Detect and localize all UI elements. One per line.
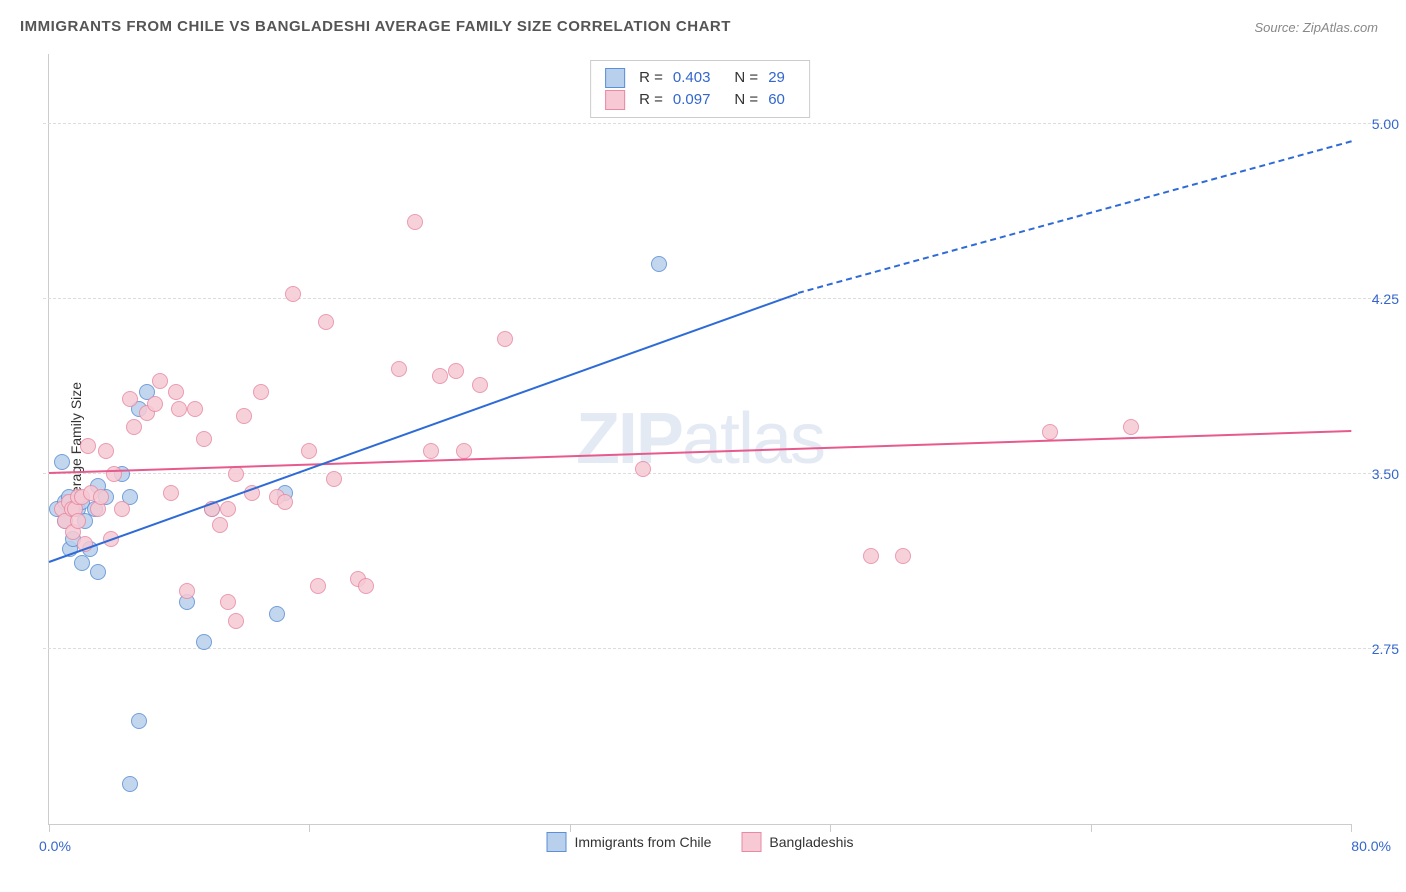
y-tick-label: 4.25: [1372, 291, 1399, 307]
y-tick-label: 2.75: [1372, 641, 1399, 657]
x-tick: [49, 824, 50, 832]
stat-r-bangladeshi: 0.097: [673, 89, 711, 111]
scatter-point-bangladeshi: [220, 594, 236, 610]
regression-line: [49, 292, 798, 562]
watermark-rest: atlas: [682, 399, 824, 479]
scatter-point-bangladeshi: [179, 583, 195, 599]
swatch-chile: [605, 68, 625, 88]
scatter-point-bangladeshi: [212, 517, 228, 533]
scatter-point-bangladeshi: [187, 401, 203, 417]
scatter-point-bangladeshi: [285, 286, 301, 302]
legend-swatch-chile: [547, 832, 567, 852]
stats-legend-box: R = 0.403 N = 29 R = 0.097 N = 60: [590, 60, 810, 118]
scatter-point-chile: [269, 606, 285, 622]
legend-swatch-bangladeshi: [741, 832, 761, 852]
scatter-point-bangladeshi: [152, 373, 168, 389]
stat-n-label2: N =: [734, 89, 758, 111]
scatter-point-bangladeshi: [407, 214, 423, 230]
grid-line: [43, 473, 1391, 474]
scatter-point-bangladeshi: [1123, 419, 1139, 435]
scatter-point-bangladeshi: [147, 396, 163, 412]
y-tick-label: 5.00: [1372, 116, 1399, 132]
grid-line: [43, 648, 1391, 649]
scatter-point-chile: [90, 564, 106, 580]
scatter-point-bangladeshi: [122, 391, 138, 407]
swatch-bangladeshi: [605, 90, 625, 110]
watermark: ZIPatlas: [576, 398, 824, 480]
scatter-point-bangladeshi: [310, 578, 326, 594]
scatter-point-bangladeshi: [126, 419, 142, 435]
scatter-point-chile: [651, 256, 667, 272]
source-attribution: Source: ZipAtlas.com: [1254, 20, 1378, 35]
stat-r-chile: 0.403: [673, 67, 711, 89]
scatter-point-bangladeshi: [171, 401, 187, 417]
stat-n-label: N =: [734, 67, 758, 89]
scatter-point-bangladeshi: [163, 485, 179, 501]
scatter-point-bangladeshi: [1042, 424, 1058, 440]
scatter-point-bangladeshi: [318, 314, 334, 330]
scatter-point-bangladeshi: [635, 461, 651, 477]
x-axis-min-label: 0.0%: [39, 838, 71, 854]
scatter-point-bangladeshi: [448, 363, 464, 379]
x-axis-max-label: 80.0%: [1351, 838, 1391, 854]
x-tick: [1351, 824, 1352, 832]
scatter-point-bangladeshi: [70, 513, 86, 529]
scatter-point-bangladeshi: [236, 408, 252, 424]
scatter-point-bangladeshi: [168, 384, 184, 400]
chart-title: IMMIGRANTS FROM CHILE VS BANGLADESHI AVE…: [20, 18, 731, 35]
legend-item-bangladeshi: Bangladeshis: [741, 832, 853, 852]
scatter-point-bangladeshi: [472, 377, 488, 393]
scatter-point-chile: [122, 776, 138, 792]
legend-item-chile: Immigrants from Chile: [547, 832, 712, 852]
x-tick: [1091, 824, 1092, 832]
scatter-point-bangladeshi: [106, 466, 122, 482]
stat-n-bangladeshi: 60: [768, 89, 785, 111]
y-tick-label: 3.50: [1372, 466, 1399, 482]
scatter-point-chile: [131, 713, 147, 729]
scatter-point-bangladeshi: [114, 501, 130, 517]
stats-row-bangladeshi: R = 0.097 N = 60: [605, 89, 795, 111]
x-tick: [830, 824, 831, 832]
scatter-point-bangladeshi: [228, 466, 244, 482]
scatter-point-bangladeshi: [93, 489, 109, 505]
scatter-point-bangladeshi: [423, 443, 439, 459]
regression-line: [49, 430, 1351, 474]
scatter-point-bangladeshi: [358, 578, 374, 594]
scatter-point-chile: [196, 634, 212, 650]
scatter-point-bangladeshi: [228, 613, 244, 629]
chart-container: IMMIGRANTS FROM CHILE VS BANGLADESHI AVE…: [0, 0, 1406, 892]
bottom-legend: Immigrants from Chile Bangladeshis: [547, 832, 854, 852]
grid-line: [43, 123, 1391, 124]
stat-n-chile: 29: [768, 67, 785, 89]
stat-r-label: R =: [639, 67, 663, 89]
scatter-point-bangladeshi: [253, 384, 269, 400]
plot-area: ZIPatlas R = 0.403 N = 29 R = 0.097 N = …: [48, 54, 1351, 825]
legend-label-chile: Immigrants from Chile: [575, 834, 712, 850]
watermark-bold: ZIP: [576, 399, 682, 479]
scatter-point-bangladeshi: [391, 361, 407, 377]
scatter-point-chile: [74, 555, 90, 571]
stat-r-label2: R =: [639, 89, 663, 111]
scatter-point-bangladeshi: [98, 443, 114, 459]
legend-label-bangladeshi: Bangladeshis: [769, 834, 853, 850]
scatter-point-bangladeshi: [497, 331, 513, 347]
scatter-point-bangladeshi: [80, 438, 96, 454]
scatter-point-bangladeshi: [895, 548, 911, 564]
scatter-point-bangladeshi: [326, 471, 342, 487]
x-tick: [570, 824, 571, 832]
scatter-point-bangladeshi: [456, 443, 472, 459]
scatter-point-bangladeshi: [301, 443, 317, 459]
scatter-point-bangladeshi: [196, 431, 212, 447]
scatter-point-bangladeshi: [432, 368, 448, 384]
scatter-point-bangladeshi: [863, 548, 879, 564]
scatter-point-bangladeshi: [277, 494, 293, 510]
regression-line: [797, 141, 1351, 295]
scatter-point-bangladeshi: [220, 501, 236, 517]
grid-line: [43, 298, 1391, 299]
x-tick: [309, 824, 310, 832]
stats-row-chile: R = 0.403 N = 29: [605, 67, 795, 89]
scatter-point-chile: [54, 454, 70, 470]
